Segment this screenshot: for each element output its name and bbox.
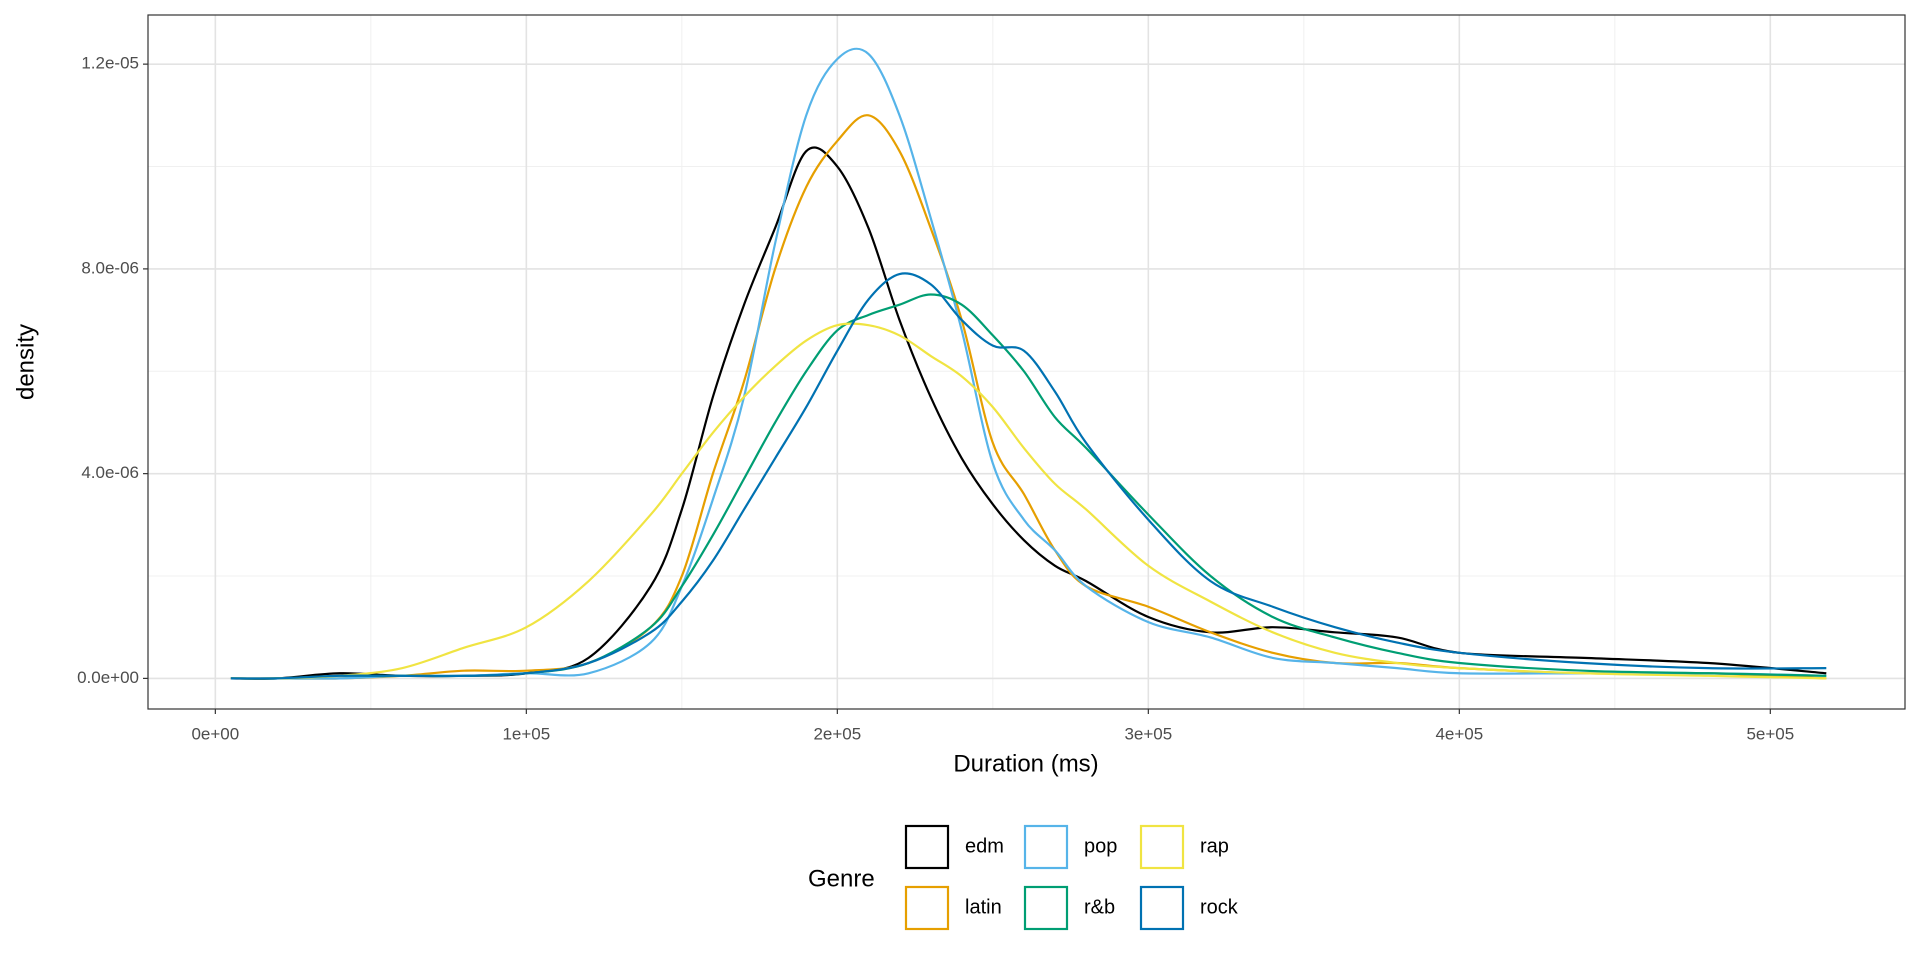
x-tick-label: 5e+05 [1746, 724, 1794, 743]
x-axis-title: Duration (ms) [953, 750, 1098, 777]
legend-key [1023, 824, 1069, 870]
density-line [230, 272, 1827, 680]
legend-key [904, 824, 950, 870]
x-tick-label: 0e+00 [191, 724, 239, 743]
y-axis-title: density [12, 324, 39, 400]
x-tick-label: 2e+05 [813, 724, 861, 743]
legend: Genre edm latin pop r&b rap rock [808, 824, 1239, 931]
density-line [230, 47, 1827, 680]
legend-label: edm [965, 835, 1004, 857]
axes: 0e+00 1e+05 2e+05 3e+05 4e+05 5e+05 0.0e+00 4.0… [77, 54, 1794, 744]
y-tick-label: 1.2e-05 [81, 54, 139, 73]
legend-label: r&b [1084, 896, 1115, 918]
legend-label: pop [1084, 835, 1117, 857]
grid [148, 15, 1905, 709]
x-tick-label: 3e+05 [1124, 724, 1172, 743]
density-line [230, 322, 1827, 680]
legend-key [1139, 885, 1185, 931]
y-tick-label: 0.0e+00 [77, 668, 139, 687]
legend-label: latin [965, 896, 1002, 918]
legend-key [1023, 885, 1069, 931]
x-tick-label: 4e+05 [1435, 724, 1483, 743]
legend-key [904, 885, 950, 931]
legend-title: Genre [808, 865, 875, 892]
y-tick-label: 4.0e-06 [81, 463, 139, 482]
x-tick-label: 1e+05 [502, 724, 550, 743]
legend-label: rap [1200, 835, 1229, 857]
legend-key [1139, 824, 1185, 870]
lines [230, 47, 1827, 680]
legend-label: rock [1200, 896, 1239, 918]
y-tick-label: 8.0e-06 [81, 258, 139, 277]
panel-border [147, 14, 1906, 710]
